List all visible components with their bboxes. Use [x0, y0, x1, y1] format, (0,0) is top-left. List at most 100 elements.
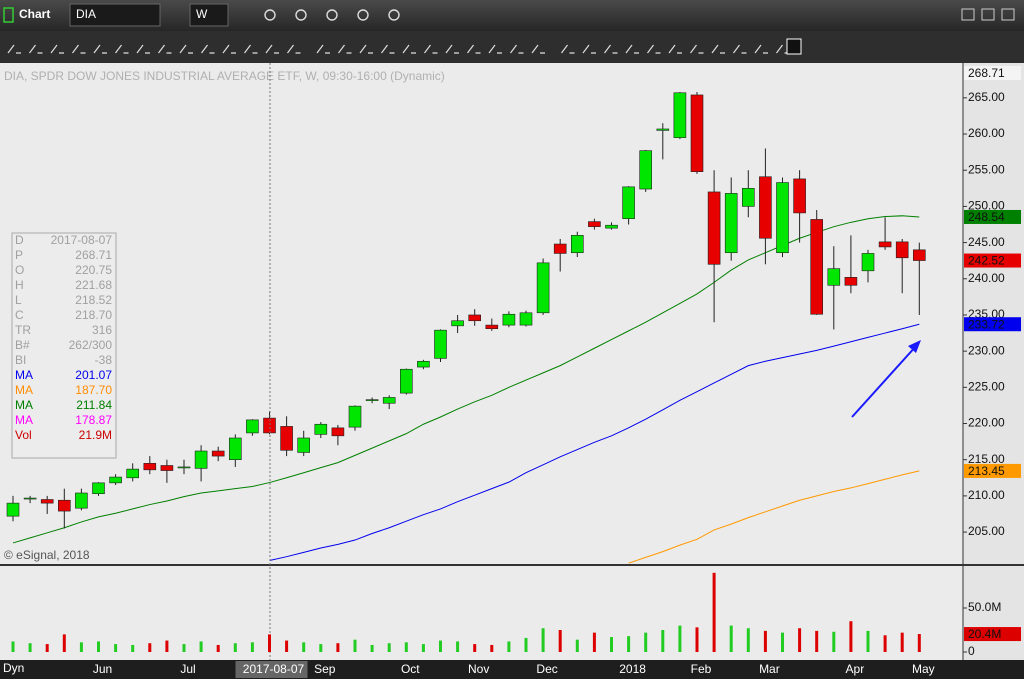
data-label: C: [15, 308, 24, 322]
drawing-tool[interactable]: [467, 44, 481, 54]
window-button[interactable]: [1001, 8, 1015, 21]
drawing-tool[interactable]: [402, 44, 416, 54]
candle-body: [23, 497, 37, 500]
drawing-tool[interactable]: [445, 44, 459, 54]
plot-area: [0, 63, 963, 660]
drawing-tool[interactable]: [201, 44, 215, 54]
data-label: MA: [15, 398, 33, 412]
drawing-tool[interactable]: [222, 44, 236, 54]
data-label: P: [15, 248, 23, 262]
toolbar-button[interactable]: [295, 9, 307, 21]
candle-body: [6, 502, 20, 517]
data-value: 201.07: [75, 368, 112, 382]
volume-bar: [148, 643, 152, 652]
window-button[interactable]: [981, 8, 995, 21]
volume-bar: [404, 642, 408, 652]
drawing-tool[interactable]: [359, 44, 373, 54]
drawing-tool[interactable]: [244, 44, 258, 54]
volume-bar: [815, 630, 819, 652]
drawing-tool[interactable]: [50, 44, 64, 54]
drawing-tool[interactable]: [179, 44, 193, 54]
drawing-tool[interactable]: [668, 44, 682, 54]
window-button[interactable]: [961, 8, 975, 21]
data-value: 218.70: [75, 308, 112, 322]
price-plot: [6, 92, 926, 564]
drawing-tool[interactable]: [711, 44, 725, 54]
annotation-arrow: [851, 340, 921, 418]
drawing-tool[interactable]: [531, 44, 545, 54]
toolbar-button[interactable]: [388, 9, 400, 21]
candle-body: [246, 419, 259, 434]
candle-body: [776, 182, 789, 254]
y-tick-label: 0: [968, 644, 975, 658]
volume-bar: [849, 621, 853, 652]
data-label: Vol: [15, 428, 32, 442]
toolbar-button[interactable]: [264, 9, 276, 21]
drawing-tool[interactable]: [510, 44, 524, 54]
candle-body: [827, 268, 841, 286]
app-icon: [3, 7, 14, 23]
drawing-tool[interactable]: [158, 44, 172, 54]
candle-body: [656, 128, 670, 131]
drawing-tool[interactable]: [72, 44, 86, 54]
drawing-tool[interactable]: [265, 44, 279, 54]
drawing-tool[interactable]: [733, 44, 747, 54]
volume-bar: [97, 641, 100, 652]
drawing-tool[interactable]: [93, 44, 107, 54]
toolbar-button[interactable]: [357, 9, 369, 21]
data-label: MA: [15, 383, 33, 397]
candle-body: [382, 397, 396, 404]
drawing-tool[interactable]: [582, 44, 596, 54]
interval-input[interactable]: [189, 3, 229, 27]
toolbar-button[interactable]: [326, 9, 338, 21]
volume-bar: [182, 644, 186, 652]
volume-bar: [114, 644, 118, 652]
y-tick-label: 225.00: [968, 380, 1005, 394]
candle-body: [280, 426, 293, 451]
data-label: BI: [15, 353, 26, 367]
data-value: 221.68: [75, 278, 112, 292]
drawing-tool[interactable]: [561, 44, 575, 54]
time-axis: [0, 660, 1024, 679]
drawing-tool[interactable]: [690, 44, 704, 54]
candle-body: [40, 499, 54, 504]
volume-bar: [268, 634, 271, 652]
drawing-tool[interactable]: [338, 44, 352, 54]
drawing-tool[interactable]: [488, 44, 502, 54]
volume-bar: [233, 643, 237, 652]
drawing-tool[interactable]: [316, 44, 330, 54]
drawing-tool[interactable]: [287, 44, 301, 54]
y-tick-label: 250.00: [968, 199, 1005, 213]
candle-body: [365, 399, 379, 401]
drawing-tool[interactable]: [7, 44, 21, 54]
volume-bar: [131, 644, 135, 652]
y-tick-label: 255.00: [968, 162, 1005, 176]
symbol-input[interactable]: [69, 3, 161, 27]
data-label: MA: [15, 413, 33, 427]
candle-body: [759, 176, 772, 239]
candle-body: [912, 249, 926, 261]
drawing-tool[interactable]: [136, 44, 150, 54]
data-value: 218.52: [75, 293, 112, 307]
value-label: 213.45: [968, 464, 1005, 478]
drawing-tool[interactable]: [115, 44, 129, 54]
drawing-tool[interactable]: [424, 44, 438, 54]
value-label: 233.72: [968, 317, 1005, 331]
data-label: L: [15, 293, 22, 307]
volume-bar: [421, 644, 425, 652]
drawing-tool[interactable]: [604, 44, 618, 54]
drawing-tool[interactable]: [647, 44, 661, 54]
volume-bar: [781, 632, 784, 652]
candle-body: [588, 221, 601, 227]
value-label: 20.4M: [968, 627, 1001, 641]
volume-bar: [541, 628, 545, 652]
drawing-tool[interactable]: [381, 44, 395, 54]
data-label: H: [15, 278, 24, 292]
drawing-tool[interactable]: [29, 44, 43, 54]
volume-bar: [678, 625, 682, 652]
volume-bar: [285, 640, 289, 652]
volume-bar: [336, 643, 340, 652]
toolbar-button[interactable]: [786, 38, 802, 55]
drawing-tool[interactable]: [754, 44, 768, 54]
drawing-tool[interactable]: [625, 44, 639, 54]
